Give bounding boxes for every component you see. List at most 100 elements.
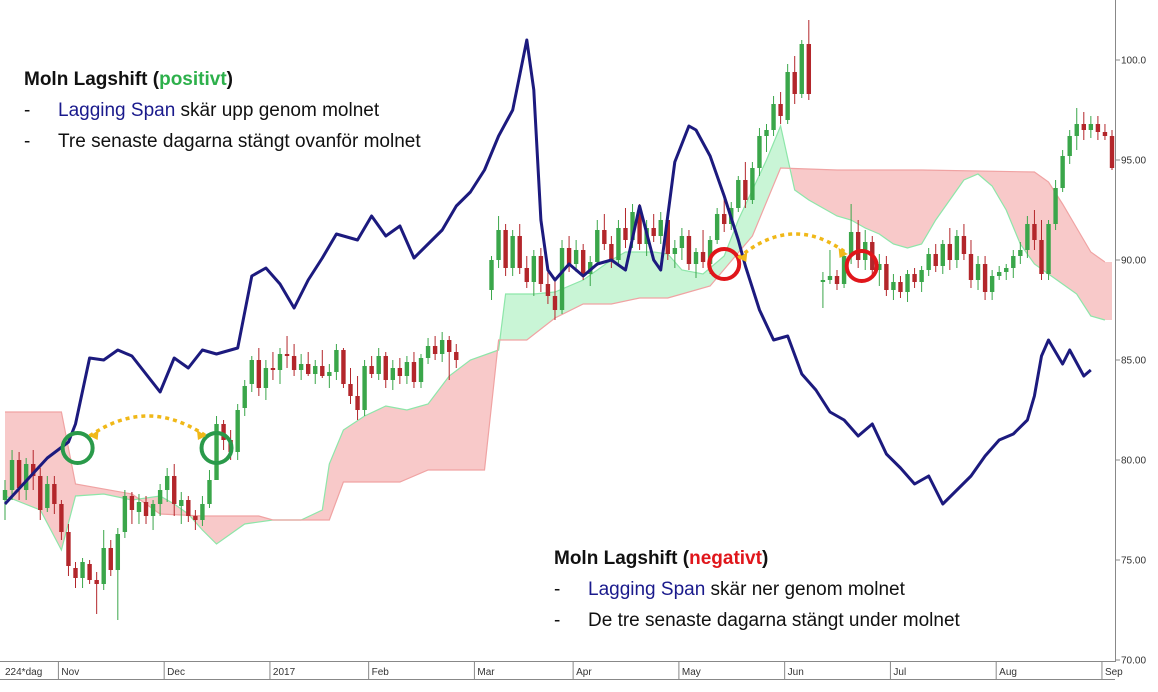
bullet-dash: - xyxy=(24,131,31,152)
candle xyxy=(792,56,797,104)
candle-body xyxy=(150,504,156,516)
candle xyxy=(743,162,748,208)
candle-body xyxy=(679,236,685,248)
candle xyxy=(362,360,367,416)
positive-line-2-text: Tre senaste dagarna stängt ovanför molne… xyxy=(58,131,421,152)
candle xyxy=(651,214,656,242)
candle-body xyxy=(1109,136,1115,168)
candle-body xyxy=(1067,136,1072,156)
candle xyxy=(369,356,374,378)
candle-body xyxy=(327,372,332,376)
candle-body xyxy=(996,272,1002,276)
candle-body xyxy=(693,252,699,264)
candle xyxy=(73,562,78,588)
candle-body xyxy=(750,168,755,200)
candle-body xyxy=(2,490,8,500)
candle xyxy=(122,490,128,538)
positive-line-1-text: skär upp genom molnet xyxy=(175,100,380,121)
positive-shift-arrow xyxy=(88,414,207,438)
candle-body xyxy=(827,276,833,280)
positive-annotation: Moln Lagshift (positivt) - Lagging Span s… xyxy=(24,64,421,157)
candle xyxy=(820,272,826,308)
lagging-span-label: Lagging Span xyxy=(588,579,706,600)
positive-title-prefix: Moln Lagshift ( xyxy=(24,69,160,90)
candle-body xyxy=(538,256,544,284)
candle xyxy=(602,214,607,250)
candle xyxy=(764,124,769,152)
candle-body xyxy=(989,276,995,292)
candle-body xyxy=(242,386,247,408)
candle xyxy=(1046,220,1051,280)
candle-body xyxy=(496,230,501,260)
candle xyxy=(270,352,276,380)
negative-shift-arrow xyxy=(737,232,849,260)
ichimoku-cloud xyxy=(4,124,1112,552)
candle xyxy=(242,380,247,416)
candle xyxy=(383,352,388,388)
candle-body xyxy=(545,284,551,296)
candle xyxy=(313,360,318,384)
bullish-cloud-area xyxy=(502,126,792,340)
candle-body xyxy=(355,396,360,410)
candle xyxy=(334,344,339,380)
y-tick-label: 75.00 xyxy=(1121,556,1146,567)
candle-body xyxy=(277,354,283,370)
candle-body xyxy=(447,340,452,352)
candle-body xyxy=(31,464,36,476)
candle xyxy=(736,176,741,212)
x-tick-label: Nov xyxy=(61,667,79,678)
candle-body xyxy=(489,260,494,290)
candle-body xyxy=(524,268,529,282)
candle xyxy=(489,256,494,300)
candle-body xyxy=(136,502,142,512)
candle xyxy=(59,500,64,540)
y-tick-label: 85.00 xyxy=(1121,356,1146,367)
candle-body xyxy=(1074,124,1079,136)
positive-line-2: - Tre senaste dagarna stängt ovanför moln… xyxy=(24,126,421,157)
candle xyxy=(447,336,452,380)
candle xyxy=(87,560,92,584)
candle xyxy=(376,348,381,380)
candle xyxy=(432,336,438,360)
candle-body xyxy=(411,362,417,382)
candle-body xyxy=(214,424,219,480)
candle xyxy=(200,496,205,526)
candle-body xyxy=(898,282,903,292)
candle-body xyxy=(1095,124,1101,132)
candle xyxy=(926,248,931,276)
candle-body xyxy=(651,228,656,236)
candle-body xyxy=(87,564,92,580)
candle xyxy=(66,524,71,576)
candle-body xyxy=(200,504,205,520)
candle-body xyxy=(313,366,318,374)
candle-body xyxy=(80,562,85,578)
candle xyxy=(404,356,410,384)
candle-body xyxy=(439,340,445,354)
candle xyxy=(968,240,974,288)
candle-body xyxy=(1046,224,1051,274)
candle-body xyxy=(334,350,339,372)
candle-body xyxy=(891,282,896,290)
candle-body xyxy=(23,464,29,490)
candle-body xyxy=(249,360,254,384)
candle-body xyxy=(45,484,50,508)
candle-body xyxy=(834,276,840,284)
lagging-span-cross-circle xyxy=(707,247,742,281)
candle xyxy=(16,452,22,500)
candle xyxy=(573,240,579,272)
candle-body xyxy=(432,346,438,354)
candle-body xyxy=(1102,132,1108,136)
x-tick-label: 2017 xyxy=(273,667,296,678)
candle xyxy=(108,540,113,576)
candle-body xyxy=(792,72,797,94)
candle xyxy=(249,356,254,392)
candle xyxy=(884,256,889,296)
candle xyxy=(693,248,699,278)
x-tick-label: 224*dag xyxy=(5,667,42,678)
crossover-markers xyxy=(60,232,879,465)
candle xyxy=(891,274,896,300)
negative-title-suffix: ) xyxy=(761,548,769,569)
candle-body xyxy=(263,368,269,388)
candle xyxy=(799,40,804,98)
candle xyxy=(545,270,551,304)
